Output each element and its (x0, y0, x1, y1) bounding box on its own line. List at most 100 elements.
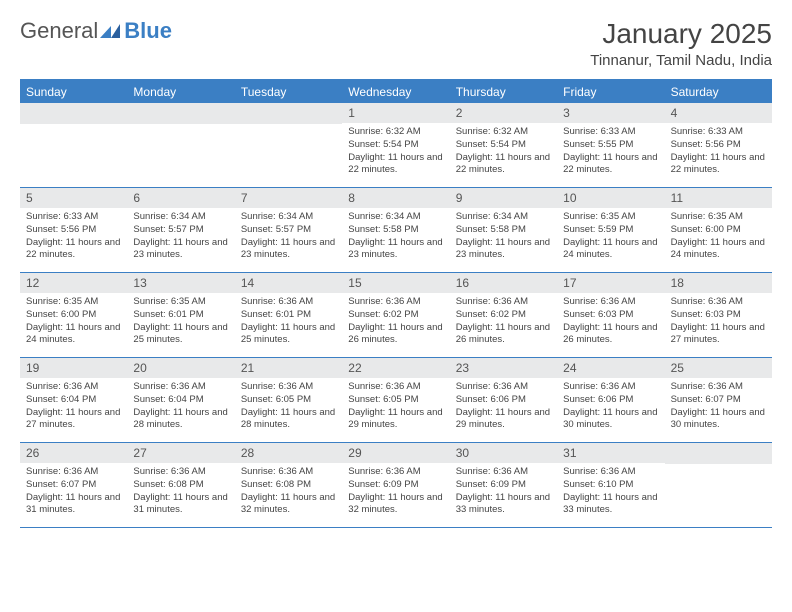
calendar: SundayMondayTuesdayWednesdayThursdayFrid… (20, 79, 772, 528)
day-number: 13 (127, 273, 234, 293)
weekday-header-row: SundayMondayTuesdayWednesdayThursdayFrid… (20, 81, 772, 103)
daylight-text: Daylight: 11 hours and 26 minutes. (563, 322, 658, 348)
daylight-text: Daylight: 11 hours and 27 minutes. (671, 322, 766, 348)
day-cell: 1Sunrise: 6:32 AMSunset: 5:54 PMDaylight… (342, 103, 449, 187)
day-number: 3 (557, 103, 664, 123)
week-row: 1Sunrise: 6:32 AMSunset: 5:54 PMDaylight… (20, 103, 772, 188)
day-cell: 8Sunrise: 6:34 AMSunset: 5:58 PMDaylight… (342, 188, 449, 272)
daylight-text: Daylight: 11 hours and 30 minutes. (671, 407, 766, 433)
day-number: 15 (342, 273, 449, 293)
daylight-text: Daylight: 11 hours and 32 minutes. (348, 492, 443, 518)
day-number: 12 (20, 273, 127, 293)
weekday-header: Monday (127, 81, 234, 103)
day-cell (235, 103, 342, 187)
sunset-text: Sunset: 6:09 PM (456, 479, 551, 492)
day-number: 10 (557, 188, 664, 208)
day-cell (127, 103, 234, 187)
sunrise-text: Sunrise: 6:36 AM (348, 381, 443, 394)
sunrise-text: Sunrise: 6:36 AM (241, 381, 336, 394)
sunset-text: Sunset: 6:04 PM (26, 394, 121, 407)
day-info: Sunrise: 6:36 AMSunset: 6:04 PMDaylight:… (127, 378, 234, 436)
day-cell: 14Sunrise: 6:36 AMSunset: 6:01 PMDayligh… (235, 273, 342, 357)
brand-blue: Blue (124, 18, 172, 44)
daylight-text: Daylight: 11 hours and 29 minutes. (348, 407, 443, 433)
weeks-container: 1Sunrise: 6:32 AMSunset: 5:54 PMDaylight… (20, 103, 772, 528)
sunrise-text: Sunrise: 6:34 AM (241, 211, 336, 224)
sunset-text: Sunset: 6:03 PM (563, 309, 658, 322)
daylight-text: Daylight: 11 hours and 32 minutes. (241, 492, 336, 518)
daylight-text: Daylight: 11 hours and 30 minutes. (563, 407, 658, 433)
day-info: Sunrise: 6:36 AMSunset: 6:05 PMDaylight:… (342, 378, 449, 436)
daylight-text: Daylight: 11 hours and 25 minutes. (133, 322, 228, 348)
day-info: Sunrise: 6:35 AMSunset: 6:01 PMDaylight:… (127, 293, 234, 351)
daylight-text: Daylight: 11 hours and 29 minutes. (456, 407, 551, 433)
sunset-text: Sunset: 6:10 PM (563, 479, 658, 492)
sunset-text: Sunset: 5:58 PM (348, 224, 443, 237)
daylight-text: Daylight: 11 hours and 28 minutes. (133, 407, 228, 433)
day-info: Sunrise: 6:36 AMSunset: 6:10 PMDaylight:… (557, 463, 664, 521)
day-cell: 19Sunrise: 6:36 AMSunset: 6:04 PMDayligh… (20, 358, 127, 442)
day-cell: 11Sunrise: 6:35 AMSunset: 6:00 PMDayligh… (665, 188, 772, 272)
brand-logo: General Blue (20, 18, 172, 44)
daylight-text: Daylight: 11 hours and 22 minutes. (348, 152, 443, 178)
day-cell: 3Sunrise: 6:33 AMSunset: 5:55 PMDaylight… (557, 103, 664, 187)
day-info: Sunrise: 6:36 AMSunset: 6:03 PMDaylight:… (665, 293, 772, 351)
day-info: Sunrise: 6:36 AMSunset: 6:06 PMDaylight:… (557, 378, 664, 436)
day-number: 27 (127, 443, 234, 463)
header: General Blue January 2025 Tinnanur, Tami… (20, 18, 772, 69)
daylight-text: Daylight: 11 hours and 23 minutes. (133, 237, 228, 263)
sunset-text: Sunset: 6:01 PM (133, 309, 228, 322)
day-cell: 20Sunrise: 6:36 AMSunset: 6:04 PMDayligh… (127, 358, 234, 442)
day-cell: 15Sunrise: 6:36 AMSunset: 6:02 PMDayligh… (342, 273, 449, 357)
day-info: Sunrise: 6:36 AMSunset: 6:09 PMDaylight:… (450, 463, 557, 521)
weekday-header: Tuesday (235, 81, 342, 103)
sunrise-text: Sunrise: 6:36 AM (456, 466, 551, 479)
day-number: 30 (450, 443, 557, 463)
day-cell: 17Sunrise: 6:36 AMSunset: 6:03 PMDayligh… (557, 273, 664, 357)
empty-day-header (20, 103, 127, 124)
sunrise-text: Sunrise: 6:36 AM (563, 381, 658, 394)
day-info: Sunrise: 6:36 AMSunset: 6:05 PMDaylight:… (235, 378, 342, 436)
daylight-text: Daylight: 11 hours and 23 minutes. (456, 237, 551, 263)
day-cell: 6Sunrise: 6:34 AMSunset: 5:57 PMDaylight… (127, 188, 234, 272)
day-number: 24 (557, 358, 664, 378)
sunset-text: Sunset: 6:07 PM (671, 394, 766, 407)
day-number: 2 (450, 103, 557, 123)
day-info: Sunrise: 6:36 AMSunset: 6:06 PMDaylight:… (450, 378, 557, 436)
title-block: January 2025 Tinnanur, Tamil Nadu, India (590, 18, 772, 69)
day-number: 23 (450, 358, 557, 378)
sunset-text: Sunset: 5:54 PM (348, 139, 443, 152)
day-info: Sunrise: 6:33 AMSunset: 5:55 PMDaylight:… (557, 123, 664, 181)
day-number: 21 (235, 358, 342, 378)
daylight-text: Daylight: 11 hours and 27 minutes. (26, 407, 121, 433)
day-number: 20 (127, 358, 234, 378)
sunset-text: Sunset: 6:05 PM (241, 394, 336, 407)
daylight-text: Daylight: 11 hours and 24 minutes. (563, 237, 658, 263)
day-cell: 25Sunrise: 6:36 AMSunset: 6:07 PMDayligh… (665, 358, 772, 442)
sunrise-text: Sunrise: 6:32 AM (348, 126, 443, 139)
daylight-text: Daylight: 11 hours and 31 minutes. (26, 492, 121, 518)
day-info: Sunrise: 6:35 AMSunset: 6:00 PMDaylight:… (665, 208, 772, 266)
sunrise-text: Sunrise: 6:36 AM (563, 296, 658, 309)
day-number: 11 (665, 188, 772, 208)
day-info: Sunrise: 6:35 AMSunset: 5:59 PMDaylight:… (557, 208, 664, 266)
day-cell: 13Sunrise: 6:35 AMSunset: 6:01 PMDayligh… (127, 273, 234, 357)
day-number: 4 (665, 103, 772, 123)
brand-general: General (20, 18, 98, 44)
sunset-text: Sunset: 6:05 PM (348, 394, 443, 407)
day-cell: 9Sunrise: 6:34 AMSunset: 5:58 PMDaylight… (450, 188, 557, 272)
day-number: 28 (235, 443, 342, 463)
daylight-text: Daylight: 11 hours and 24 minutes. (26, 322, 121, 348)
brand-logo-icon (100, 22, 122, 40)
daylight-text: Daylight: 11 hours and 22 minutes. (26, 237, 121, 263)
sunset-text: Sunset: 5:57 PM (241, 224, 336, 237)
week-row: 19Sunrise: 6:36 AMSunset: 6:04 PMDayligh… (20, 358, 772, 443)
sunrise-text: Sunrise: 6:36 AM (563, 466, 658, 479)
sunrise-text: Sunrise: 6:34 AM (348, 211, 443, 224)
sunset-text: Sunset: 6:08 PM (241, 479, 336, 492)
daylight-text: Daylight: 11 hours and 31 minutes. (133, 492, 228, 518)
day-number: 26 (20, 443, 127, 463)
day-info: Sunrise: 6:36 AMSunset: 6:07 PMDaylight:… (665, 378, 772, 436)
sunrise-text: Sunrise: 6:34 AM (133, 211, 228, 224)
day-cell: 10Sunrise: 6:35 AMSunset: 5:59 PMDayligh… (557, 188, 664, 272)
